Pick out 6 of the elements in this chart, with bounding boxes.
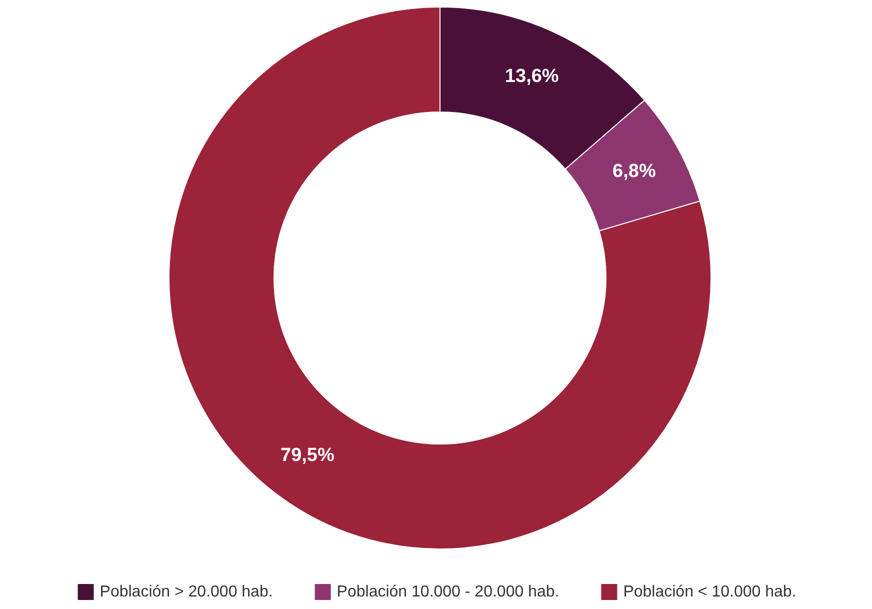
data-label: 79,5%: [280, 444, 334, 466]
legend-label: Población < 10.000 hab.: [623, 584, 796, 600]
data-label: 6,8%: [612, 161, 656, 182]
legend-label: Población 10.000 - 20.000 hab.: [336, 584, 560, 600]
data-label: 13,6%: [504, 66, 559, 87]
legend-label: Población > 20.000 hab.: [100, 584, 273, 600]
